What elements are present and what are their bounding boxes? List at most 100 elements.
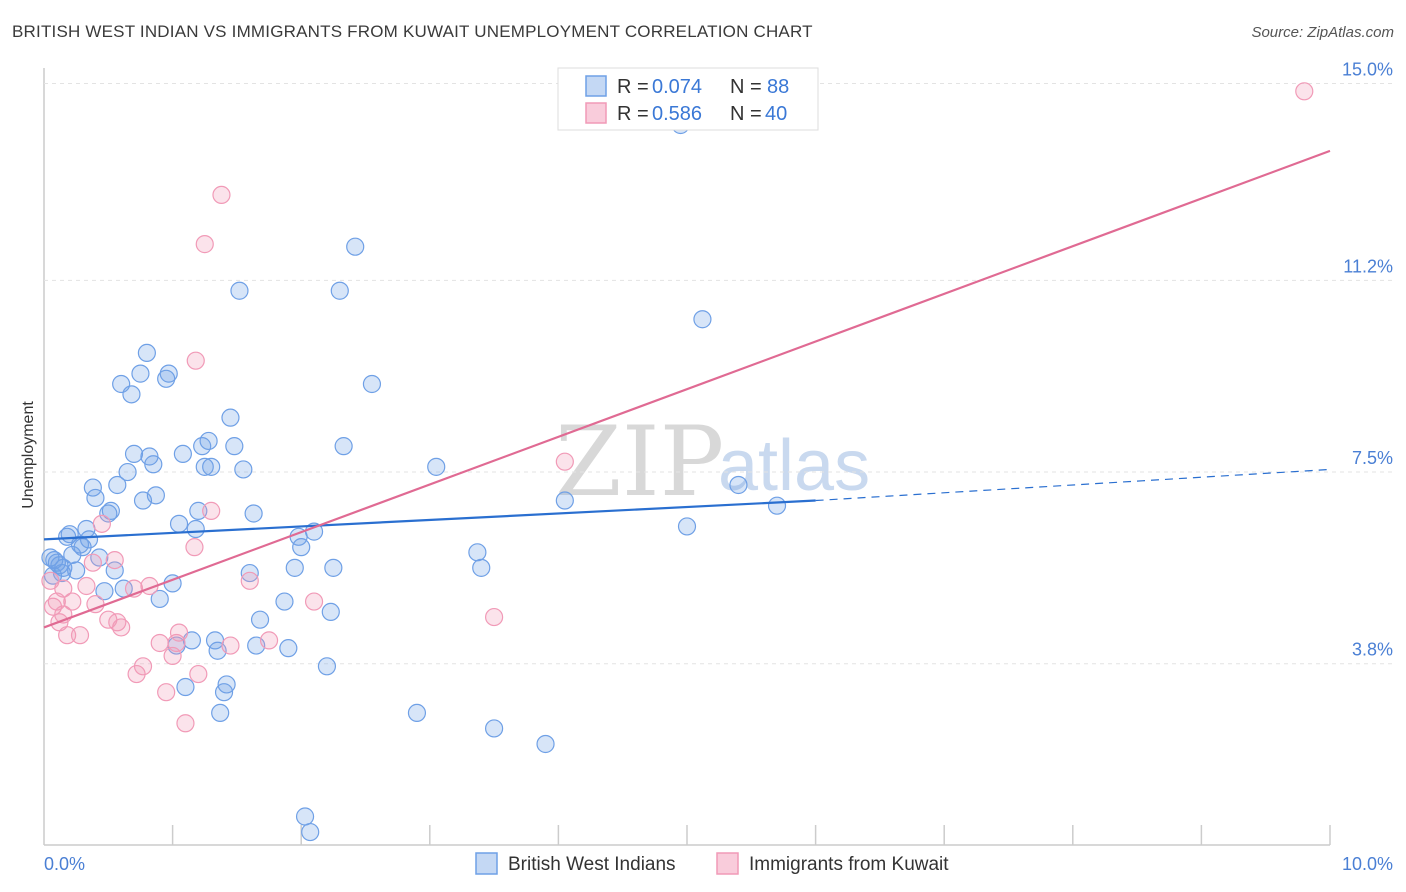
point-immigrants-from-kuwait bbox=[555, 452, 574, 471]
point-british-west-indians bbox=[677, 517, 697, 536]
regression-line-blue-extension bbox=[815, 468, 1331, 502]
point-british-west-indians bbox=[693, 310, 712, 329]
point-immigrants-from-kuwait bbox=[212, 185, 231, 205]
point-british-west-indians bbox=[137, 343, 156, 362]
point-british-west-indians bbox=[244, 504, 263, 523]
top-legend: R = 0.074 N = 88 R = 0.586 N = 40 bbox=[557, 67, 819, 131]
point-british-west-indians bbox=[555, 491, 574, 510]
point-immigrants-from-kuwait bbox=[83, 553, 102, 572]
point-immigrants-from-kuwait bbox=[1295, 82, 1314, 101]
point-british-west-indians bbox=[729, 475, 748, 495]
y-tick-label: 11.2% bbox=[1343, 256, 1393, 276]
point-british-west-indians bbox=[225, 437, 244, 456]
point-british-west-indians bbox=[173, 444, 192, 464]
point-immigrants-from-kuwait bbox=[63, 592, 82, 611]
point-immigrants-from-kuwait bbox=[185, 538, 204, 557]
bottom-legend-swatch-blue bbox=[475, 852, 498, 875]
point-british-west-indians bbox=[176, 677, 195, 697]
point-british-west-indians bbox=[122, 385, 141, 404]
point-british-west-indians bbox=[144, 455, 163, 474]
bottom-legend-label-blue: British West Indians bbox=[508, 854, 676, 875]
legend-n-label-1: N = bbox=[730, 76, 762, 98]
point-british-west-indians bbox=[301, 822, 320, 842]
point-british-west-indians bbox=[427, 457, 446, 476]
legend-swatch-pink bbox=[585, 102, 607, 124]
point-british-west-indians bbox=[279, 639, 298, 658]
point-immigrants-from-kuwait bbox=[70, 626, 90, 645]
y-axis-label: Unemployment bbox=[20, 401, 37, 509]
point-british-west-indians bbox=[767, 496, 787, 515]
legend-n-value-2: 40 bbox=[765, 103, 787, 125]
watermark-zip: ZIP bbox=[555, 406, 724, 518]
legend-r-label-1: R = bbox=[617, 76, 649, 98]
point-british-west-indians bbox=[285, 558, 304, 577]
point-immigrants-from-kuwait bbox=[195, 235, 214, 254]
point-british-west-indians bbox=[150, 589, 169, 609]
point-british-west-indians bbox=[362, 374, 382, 394]
point-immigrants-from-kuwait bbox=[259, 631, 279, 650]
point-immigrants-from-kuwait bbox=[133, 657, 153, 676]
point-british-west-indians bbox=[124, 444, 144, 464]
point-immigrants-from-kuwait bbox=[105, 550, 124, 570]
bottom-legend: British West Indians Immigrants from Kuw… bbox=[475, 852, 949, 875]
point-british-west-indians bbox=[189, 501, 208, 520]
point-british-west-indians bbox=[105, 561, 124, 580]
point-immigrants-from-kuwait bbox=[54, 579, 73, 598]
point-immigrants-from-kuwait bbox=[167, 633, 186, 653]
regression-line-pink bbox=[43, 149, 1331, 629]
point-immigrants-from-kuwait bbox=[221, 636, 240, 655]
point-british-west-indians bbox=[195, 457, 214, 476]
y-tick-label: 15.0% bbox=[1342, 60, 1393, 80]
point-immigrants-from-kuwait bbox=[176, 714, 195, 733]
legend-n-label-2: N = bbox=[730, 103, 762, 125]
point-british-west-indians bbox=[186, 519, 205, 539]
point-british-west-indians bbox=[146, 486, 165, 505]
point-immigrants-from-kuwait bbox=[77, 576, 96, 596]
point-british-west-indians bbox=[324, 558, 343, 577]
point-british-west-indians bbox=[472, 558, 491, 577]
point-british-west-indians bbox=[108, 475, 127, 495]
legend-swatch-blue bbox=[585, 75, 607, 97]
point-immigrants-from-kuwait bbox=[485, 607, 504, 627]
legend-r-value-1: 0.074 bbox=[652, 76, 702, 98]
point-british-west-indians bbox=[159, 364, 178, 383]
point-british-west-indians bbox=[67, 561, 86, 580]
point-british-west-indians bbox=[250, 610, 270, 629]
point-immigrants-from-kuwait bbox=[58, 626, 77, 645]
source-credit: Source: ZipAtlas.com bbox=[1251, 24, 1394, 41]
x-ticks bbox=[171, 825, 1331, 845]
point-british-west-indians bbox=[101, 501, 120, 520]
point-british-west-indians bbox=[234, 460, 253, 479]
point-british-west-indians bbox=[169, 514, 189, 533]
regression-lines bbox=[43, 149, 1331, 629]
point-british-west-indians bbox=[468, 543, 487, 562]
point-british-west-indians bbox=[131, 364, 150, 383]
point-immigrants-from-kuwait bbox=[157, 683, 176, 702]
bottom-legend-swatch-pink bbox=[716, 852, 739, 875]
point-british-west-indians bbox=[221, 408, 240, 427]
point-british-west-indians bbox=[240, 563, 259, 583]
point-british-west-indians bbox=[334, 437, 353, 456]
point-immigrants-from-kuwait bbox=[240, 571, 259, 590]
point-british-west-indians bbox=[211, 703, 230, 723]
legend-r-value-2: 0.586 bbox=[652, 103, 702, 125]
point-british-west-indians bbox=[295, 807, 315, 826]
point-immigrants-from-kuwait bbox=[186, 351, 205, 370]
legend-n-value-1: 88 bbox=[767, 76, 789, 98]
point-immigrants-from-kuwait bbox=[202, 501, 221, 520]
point-british-west-indians bbox=[407, 703, 427, 723]
chart-title: BRITISH WEST INDIAN VS IMMIGRANTS FROM K… bbox=[12, 22, 813, 41]
point-immigrants-from-kuwait bbox=[150, 633, 169, 653]
point-british-west-indians bbox=[230, 281, 249, 300]
point-british-west-indians bbox=[86, 488, 105, 508]
point-british-west-indians bbox=[317, 657, 337, 676]
point-british-west-indians bbox=[330, 281, 349, 300]
point-immigrants-from-kuwait bbox=[112, 618, 131, 637]
point-immigrants-from-kuwait bbox=[169, 623, 189, 642]
x-tick-label-min: 0.0% bbox=[44, 854, 85, 874]
regression-line-blue bbox=[43, 499, 816, 541]
point-british-west-indians bbox=[485, 719, 504, 738]
x-tick-label-max: 10.0% bbox=[1342, 854, 1393, 874]
point-british-west-indians bbox=[199, 431, 218, 451]
y-tick-labels: 3.8% 7.5% 11.2% 15.0% bbox=[1342, 60, 1393, 660]
